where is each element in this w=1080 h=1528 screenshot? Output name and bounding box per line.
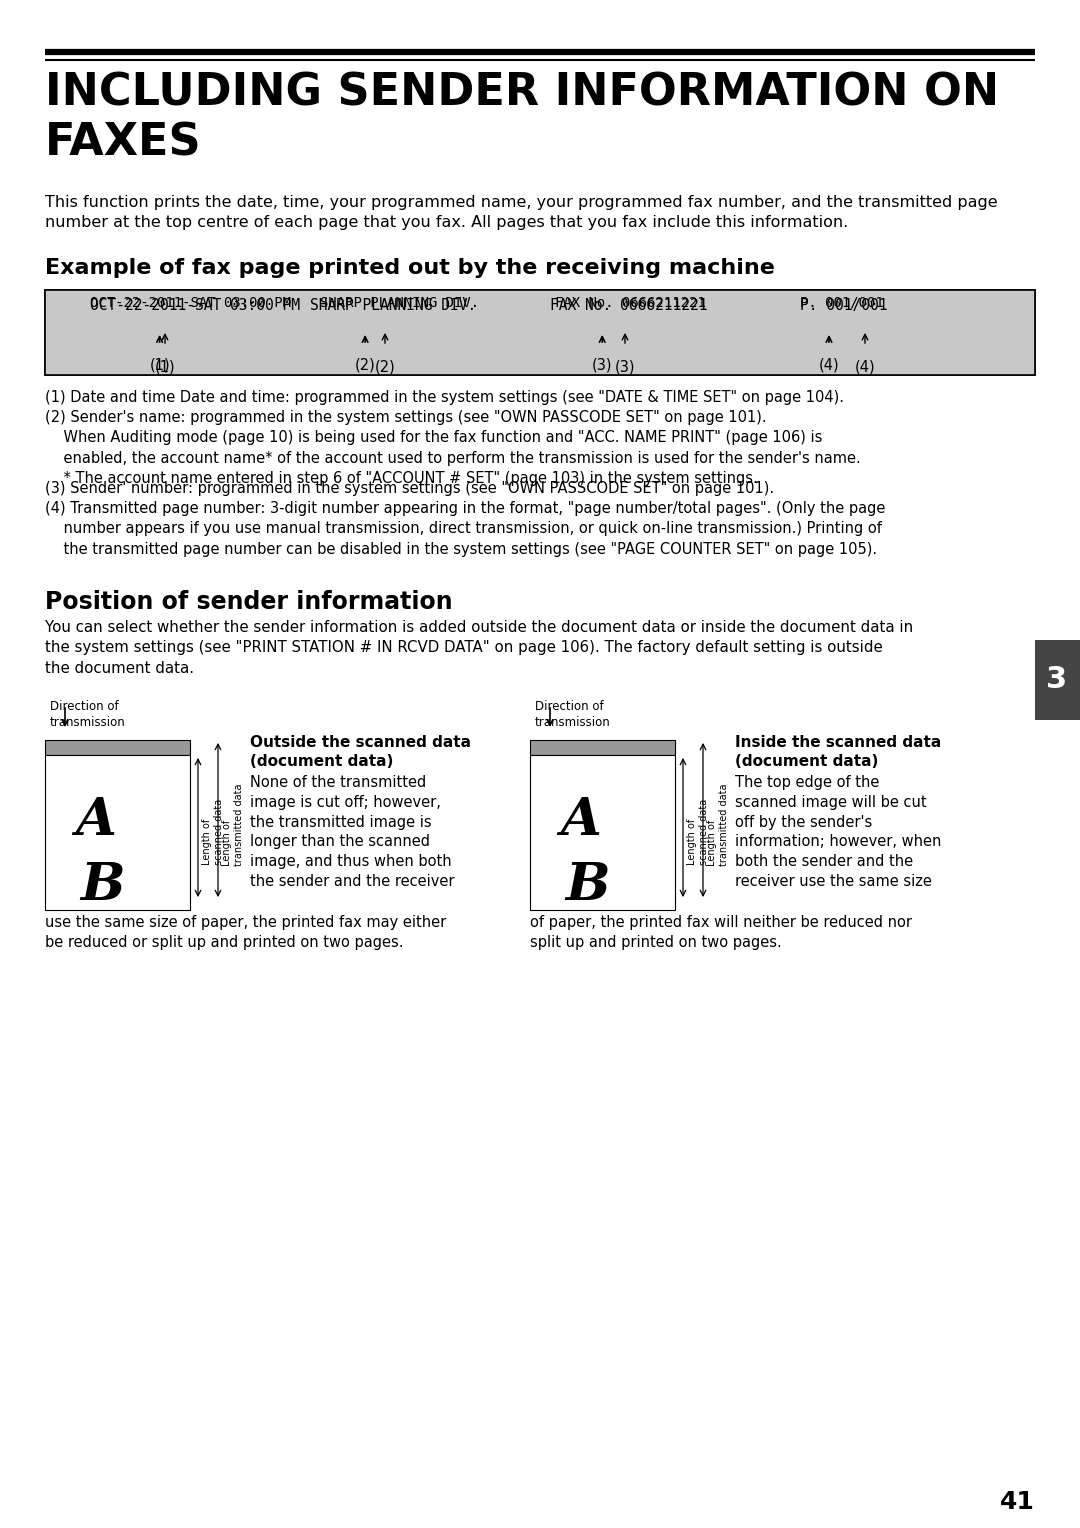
Text: FAX No. 0666211221: FAX No. 0666211221	[555, 296, 705, 310]
Text: Length of
scanned data: Length of scanned data	[202, 799, 224, 865]
Text: (3): (3)	[615, 361, 635, 374]
Bar	[45, 755, 190, 911]
Text: Example of fax page printed out by the receiving machine: Example of fax page printed out by the r…	[45, 258, 774, 278]
Text: (1): (1)	[154, 361, 175, 374]
Text: Direction of
transmission: Direction of transmission	[50, 700, 125, 729]
Text: Length of
scanned data: Length of scanned data	[687, 799, 708, 865]
Text: (1) Date and time Date and time: programmed in the system settings (see "DATE & : (1) Date and time Date and time: program…	[45, 390, 843, 405]
Bar	[45, 290, 1035, 374]
Text: Position of sender information: Position of sender information	[45, 590, 453, 614]
Text: FAX No. 0666211221: FAX No. 0666211221	[550, 298, 707, 313]
Text: Outside the scanned data
(document data): Outside the scanned data (document data)	[249, 735, 471, 769]
Text: OCT-22-2011-SAT 03:00 PM: OCT-22-2011-SAT 03:00 PM	[90, 296, 291, 310]
Text: You can select whether the sender information is added outside the document data: You can select whether the sender inform…	[45, 620, 914, 675]
Text: (2): (2)	[354, 358, 376, 373]
Text: SHARP PLANNING DIV.: SHARP PLANNING DIV.	[310, 298, 476, 313]
Text: Length of
transmitted data: Length of transmitted data	[707, 784, 729, 866]
Text: Length of
transmitted data: Length of transmitted data	[222, 784, 244, 866]
Text: B: B	[565, 860, 609, 911]
Text: use the same size of paper, the printed fax may either
be reduced or split up an: use the same size of paper, the printed …	[45, 915, 446, 950]
Text: B: B	[80, 860, 124, 911]
Text: A: A	[75, 795, 116, 847]
Text: of paper, the printed fax will neither be reduced nor
split up and printed on tw: of paper, the printed fax will neither b…	[530, 915, 912, 950]
Text: This function prints the date, time, your programmed name, your programmed fax n: This function prints the date, time, you…	[45, 196, 998, 229]
Text: (4): (4)	[819, 358, 839, 373]
Text: OCT-22-2011-SAT 03:00 PM: OCT-22-2011-SAT 03:00 PM	[90, 298, 300, 313]
Text: The top edge of the
scanned image will be cut
off by the sender's
information; h: The top edge of the scanned image will b…	[735, 775, 942, 889]
Bar	[45, 740, 190, 755]
Text: 3: 3	[1047, 666, 1067, 695]
Text: P. 001/001: P. 001/001	[800, 298, 888, 313]
Text: SHARP PLANNING DIV.: SHARP PLANNING DIV.	[320, 296, 480, 310]
Text: (4): (4)	[854, 361, 875, 374]
Text: (2) Sender's name: programmed in the system settings (see "OWN PASSCODE SET" on : (2) Sender's name: programmed in the sys…	[45, 410, 861, 486]
Text: (3): (3)	[592, 358, 612, 373]
Text: 41: 41	[1000, 1490, 1035, 1514]
Text: (3) Sender' number: programmed in the system settings (see "OWN PASSCODE SET" on: (3) Sender' number: programmed in the sy…	[45, 481, 774, 497]
Text: A: A	[561, 795, 600, 847]
Bar	[45, 290, 1035, 374]
Bar	[530, 755, 675, 911]
Text: (2): (2)	[375, 361, 395, 374]
Text: INCLUDING SENDER INFORMATION ON
FAXES: INCLUDING SENDER INFORMATION ON FAXES	[45, 72, 999, 165]
Text: Inside the scanned data
(document data): Inside the scanned data (document data)	[735, 735, 942, 769]
Text: None of the transmitted
image is cut off; however,
the transmitted image is
long: None of the transmitted image is cut off…	[249, 775, 455, 889]
Text: P. 001/001: P. 001/001	[800, 296, 883, 310]
Text: (1): (1)	[149, 358, 170, 373]
Text: (4) Transmitted page number: 3-digit number appearing in the format, "page numbe: (4) Transmitted page number: 3-digit num…	[45, 501, 886, 556]
Bar	[530, 740, 675, 755]
Bar	[1035, 640, 1080, 720]
Text: Direction of
transmission: Direction of transmission	[535, 700, 611, 729]
